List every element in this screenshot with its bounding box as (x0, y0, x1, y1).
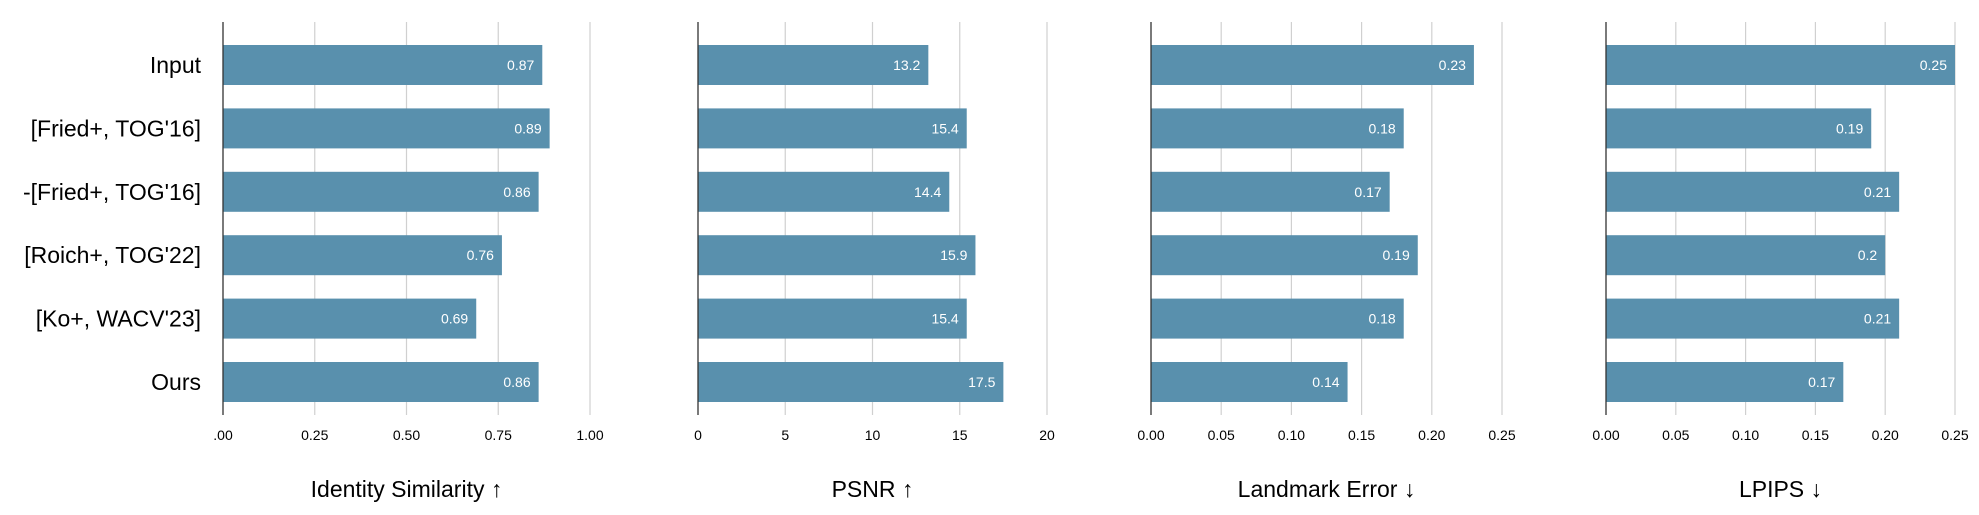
bar-value-label: 0.89 (514, 120, 541, 136)
bar-value-label: 0.17 (1354, 184, 1381, 200)
x-tick-label: 0.15 (1802, 427, 1829, 443)
bar (223, 171, 539, 212)
bar-value-label: 0.86 (503, 184, 530, 200)
category-label: [Ko+, WACV'23] (36, 306, 201, 332)
bar (1606, 235, 1886, 276)
bar-value-label: 14.4 (914, 184, 941, 200)
bar-value-label: 15.9 (940, 247, 967, 263)
bar (223, 362, 539, 402)
bar (223, 298, 477, 339)
x-axis-title: LPIPS ↓ (1739, 476, 1822, 502)
bar-value-label: 0.2 (1858, 247, 1878, 263)
x-tick-label: 0.20 (1418, 427, 1445, 443)
bar-value-label: 0.19 (1383, 247, 1410, 263)
bar (1606, 171, 1900, 212)
x-tick-label: 10 (865, 427, 881, 443)
x-tick-label: 15 (952, 427, 968, 443)
x-tick-label: 0.05 (1208, 427, 1235, 443)
category-label: Input (150, 52, 202, 78)
x-axis-title: Landmark Error ↓ (1238, 476, 1416, 502)
bar (698, 171, 950, 212)
x-tick-label: 1.00 (576, 427, 603, 443)
bar (223, 45, 543, 85)
category-label: Ours (151, 369, 201, 395)
bar (1151, 362, 1348, 402)
bar-value-label: 0.17 (1808, 374, 1835, 390)
x-tick-label: 0.25 (1941, 427, 1968, 443)
x-tick-label: 0.75 (485, 427, 512, 443)
bar (223, 108, 550, 149)
bar-value-label: 15.4 (931, 311, 958, 327)
bar-value-label: 0.76 (467, 247, 494, 263)
bar (698, 298, 967, 339)
bar-value-label: 0.69 (441, 311, 468, 327)
x-tick-label: 0.05 (1662, 427, 1689, 443)
category-label: [Fried+, TOG'16] (31, 115, 201, 141)
bar (1606, 108, 1872, 149)
bar (698, 108, 967, 149)
bar-value-label: 0.87 (507, 57, 534, 73)
x-axis-title: Identity Similarity ↑ (311, 476, 503, 502)
x-tick-label: 5 (781, 427, 789, 443)
bar (1151, 171, 1390, 212)
bar (698, 45, 929, 85)
category-label: [Roich+, TOG'22] (24, 242, 201, 268)
bar (1606, 45, 1955, 85)
bar (1151, 298, 1404, 339)
x-tick-label: 0.25 (1488, 427, 1515, 443)
x-tick-label: 0.25 (301, 427, 328, 443)
bar-value-label: 0.18 (1368, 311, 1395, 327)
category-label: -[Fried+, TOG'16] (23, 179, 201, 205)
bar-value-label: 0.86 (503, 374, 530, 390)
bar-value-label: 0.21 (1864, 311, 1891, 327)
x-tick-label: 0.00 (1137, 427, 1164, 443)
bar (1606, 362, 1844, 402)
x-tick-label: 0.15 (1348, 427, 1375, 443)
bar-value-label: 13.2 (893, 57, 920, 73)
x-tick-label: 20 (1039, 427, 1055, 443)
bar-value-label: 15.4 (931, 120, 958, 136)
bar-value-label: 0.25 (1920, 57, 1947, 73)
x-tick-label: 0.20 (1872, 427, 1899, 443)
bar (1151, 108, 1404, 149)
x-tick-label: 0.10 (1278, 427, 1305, 443)
x-tick-label: 0.50 (393, 427, 420, 443)
x-tick-label: 0 (694, 427, 702, 443)
bar (1151, 235, 1418, 276)
bar (1151, 45, 1474, 85)
bar-value-label: 0.23 (1439, 57, 1466, 73)
x-axis-title: PSNR ↑ (832, 476, 914, 502)
bar (698, 362, 1004, 402)
x-tick-label: .00 (213, 427, 233, 443)
x-tick-label: 0.10 (1732, 427, 1759, 443)
bar-value-label: 0.19 (1836, 120, 1863, 136)
bar-value-label: 0.21 (1864, 184, 1891, 200)
bar-value-label: 0.14 (1312, 374, 1339, 390)
bar (1606, 298, 1900, 339)
bar-value-label: 0.18 (1368, 120, 1395, 136)
x-tick-label: 0.00 (1592, 427, 1619, 443)
bar-value-label: 17.5 (968, 374, 995, 390)
bar (223, 235, 502, 276)
bar (698, 235, 976, 276)
